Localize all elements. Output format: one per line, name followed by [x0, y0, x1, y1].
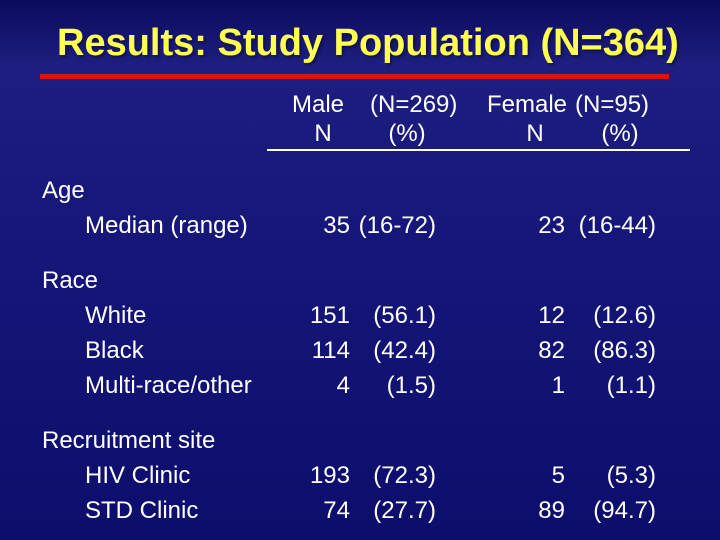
section-row-recruitment-site: Recruitment site — [42, 423, 656, 458]
section-label: Age — [42, 177, 85, 204]
table-row: Multi-race/other 4 (1.5) 1 (1.1) — [42, 368, 656, 403]
header-underline — [267, 149, 690, 151]
female-n-column-header: N — [526, 120, 544, 147]
male-group-count: (N=269) — [370, 91, 458, 118]
row-label: STD Clinic — [85, 497, 199, 524]
slide-title: Results: Study Population (N=364) — [57, 22, 679, 64]
table-header: Male (N=269) Female (N=95) N (%) N (%) — [267, 91, 690, 153]
female-group-header: Female — [487, 91, 568, 118]
female-pct-cell: (12.6) — [593, 302, 656, 329]
male-n-cell: 114 — [311, 337, 350, 364]
male-n-cell: 35 — [323, 212, 350, 239]
female-pct-cell: (94.7) — [593, 497, 656, 524]
female-pct-cell: (86.3) — [593, 337, 656, 364]
female-n-cell: 82 — [538, 337, 565, 364]
female-n-cell: 5 — [551, 462, 565, 489]
female-n-cell: 1 — [551, 372, 565, 399]
male-group-header: Male — [292, 91, 345, 118]
section-row-race: Race — [42, 263, 656, 298]
male-pct-cell: (1.5) — [386, 372, 436, 399]
male-n-cell: 4 — [336, 372, 350, 399]
female-n-cell: 89 — [538, 497, 565, 524]
table-row: STD Clinic 74 (27.7) 89 (94.7) — [42, 493, 656, 528]
male-pct-cell: (72.3) — [373, 462, 436, 489]
title-underline — [40, 74, 669, 79]
female-n-cell: 12 — [538, 302, 565, 329]
table-row: Black 114 (42.4) 82 (86.3) — [42, 333, 656, 368]
table-row: White 151 (56.1) 12 (12.6) — [42, 298, 656, 333]
female-n-cell: 23 — [538, 212, 565, 239]
female-pct-cell: (5.3) — [606, 462, 656, 489]
male-n-cell: 151 — [309, 302, 350, 329]
female-pct-cell: (16-44) — [578, 212, 656, 239]
section-label: Race — [42, 267, 99, 294]
table-row: Median (range) 35 (16-72) 23 (16-44) — [42, 208, 656, 243]
female-pct-cell: (1.1) — [606, 372, 656, 399]
male-n-cell: 193 — [309, 462, 350, 489]
results-table: Age Median (range) 35 (16-72) 23 (16-44)… — [42, 173, 656, 528]
male-pct-column-header: (%) — [388, 120, 426, 147]
male-pct-cell: (27.7) — [373, 497, 436, 524]
female-pct-column-header: (%) — [601, 120, 639, 147]
row-label: Multi-race/other — [85, 372, 252, 399]
male-pct-cell: (56.1) — [373, 302, 436, 329]
male-n-cell: 74 — [323, 497, 350, 524]
female-group-count: (N=95) — [575, 91, 650, 118]
row-label: HIV Clinic — [85, 462, 191, 489]
row-label: Black — [85, 337, 144, 364]
male-pct-cell: (16-72) — [358, 212, 436, 239]
male-pct-cell: (42.4) — [373, 337, 436, 364]
row-label: Median (range) — [85, 212, 248, 239]
section-row-age: Age — [42, 173, 656, 208]
row-label: White — [85, 302, 147, 329]
table-row: HIV Clinic 193 (72.3) 5 (5.3) — [42, 458, 656, 493]
section-label: Recruitment site — [42, 427, 216, 454]
male-n-column-header: N — [314, 120, 332, 147]
